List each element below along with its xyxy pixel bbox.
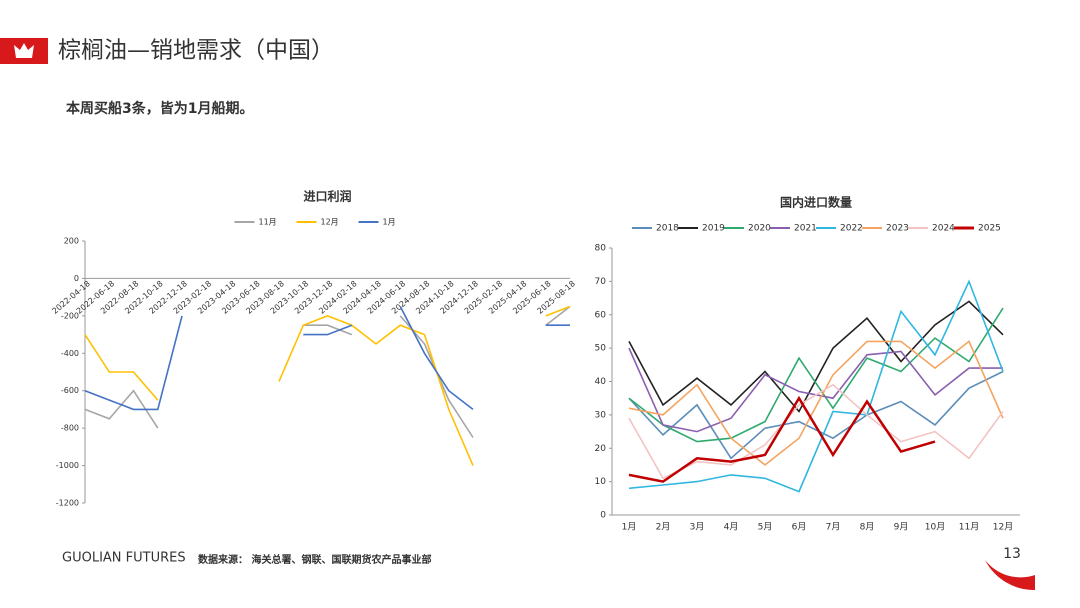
series-line (628, 347, 1003, 433)
y-tick-label: 80 (595, 244, 607, 254)
x-tick-label: 9月 (894, 522, 909, 533)
x-tick-label: 12月 (993, 522, 1013, 533)
x-tick-label: 3月 (690, 522, 705, 533)
legend-label: 11月 (259, 218, 277, 227)
series-line (628, 370, 1004, 460)
y-tick-label: 30 (595, 410, 607, 420)
series-line (84, 305, 571, 438)
y-tick-label: -800 (61, 424, 79, 433)
x-tick-label: 11月 (959, 522, 979, 533)
chart-title: 国内进口数量 (780, 195, 852, 210)
x-tick-label: 8月 (860, 522, 875, 533)
chart-title: 进口利润 (303, 189, 351, 204)
legend-label: 2018 (656, 224, 679, 234)
series-line (84, 305, 571, 466)
corner-swoosh (985, 560, 1035, 591)
y-tick-label: 0 (74, 274, 79, 283)
y-tick-label: -1000 (56, 461, 79, 470)
y-tick-label: 50 (595, 344, 607, 354)
x-tick-label: 5月 (758, 522, 773, 533)
y-tick-label: 200 (64, 237, 79, 246)
y-tick-label: 40 (595, 377, 607, 387)
y-tick-label: 0 (600, 511, 606, 521)
y-tick-label: -600 (61, 386, 79, 395)
legend-label: 2021 (794, 224, 817, 234)
legend-label: 2020 (748, 224, 771, 234)
x-tick-label: 10月 (925, 522, 945, 533)
legend-label: 2025 (978, 224, 1001, 234)
y-tick-label: -200 (61, 311, 79, 320)
x-tick-label: 1月 (622, 522, 637, 533)
legend-label: 2024 (932, 224, 955, 234)
crown-icon (14, 43, 34, 58)
series-line (628, 383, 1004, 480)
subtitle: 本周买船3条，皆为1月船期。 (66, 100, 253, 117)
legend-label: 1月 (383, 218, 396, 227)
series-line (84, 306, 570, 411)
brand: GUOLIAN FUTURES (62, 551, 186, 566)
x-tick-label: 6月 (792, 522, 807, 533)
y-tick-label: -400 (61, 349, 79, 358)
legend-label: 2019 (702, 224, 725, 234)
y-tick-label: 60 (595, 310, 607, 320)
series-line (628, 395, 936, 483)
x-tick-label: 4月 (724, 522, 739, 533)
y-tick-label: 20 (595, 444, 607, 454)
x-tick-label: 7月 (826, 522, 841, 533)
legend-label: 2023 (886, 224, 909, 234)
series-line (628, 279, 1004, 493)
y-tick-label: -1200 (56, 499, 79, 508)
legend-label: 2022 (840, 224, 863, 234)
legend-label: 12月 (321, 218, 339, 227)
y-tick-label: 10 (595, 477, 607, 487)
page-number: 13 (1003, 546, 1021, 562)
slide-title: 棕榈油—销地需求（中国） (58, 38, 334, 64)
series-line (628, 300, 1004, 413)
series-line (628, 340, 1004, 466)
source: 数据来源： 海关总署、钢联、国联期货农产品事业部 (198, 553, 431, 566)
y-tick-label: 70 (595, 277, 607, 287)
x-tick-label: 2月 (656, 522, 671, 533)
